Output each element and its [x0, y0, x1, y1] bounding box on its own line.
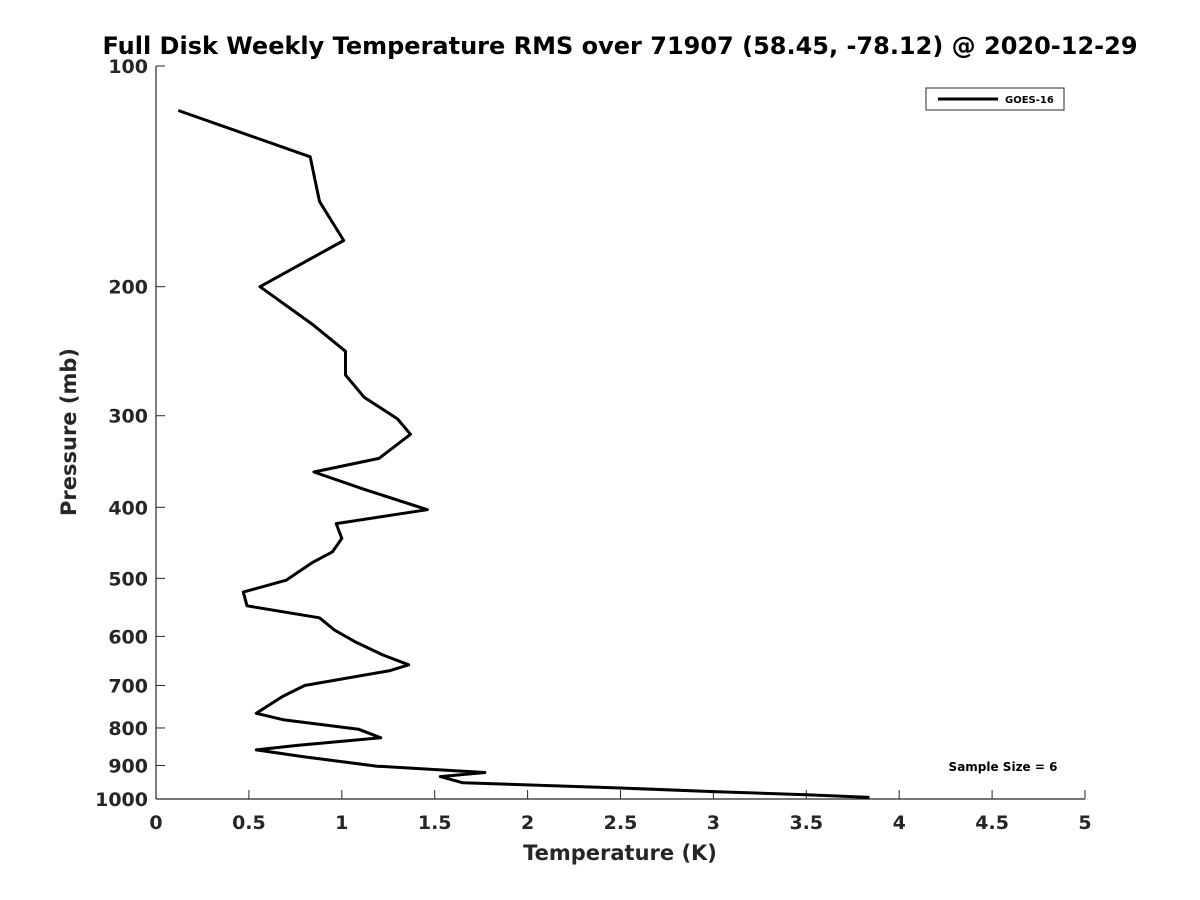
y-tick-label: 700	[108, 675, 148, 697]
sample-size-annotation: Sample Size = 6	[949, 760, 1058, 774]
series-layer	[177, 109, 870, 799]
x-axis-label: Temperature (K)	[523, 841, 717, 865]
x-tick-label: 3.5	[789, 812, 823, 834]
x-tick-label: 1.5	[418, 812, 452, 834]
x-tick-label: 0	[149, 812, 162, 834]
chart-title: Full Disk Weekly Temperature RMS over 71…	[102, 32, 1137, 60]
y-tick-label: 400	[108, 497, 148, 519]
series-line-goes-16	[177, 109, 870, 799]
legend-label-goes-16: GOES-16	[1005, 95, 1054, 106]
y-tick-label: 1000	[95, 789, 148, 811]
x-tick-label: 0.5	[232, 812, 266, 834]
y-tick-label: 100	[108, 56, 148, 78]
x-tick-label: 4	[893, 812, 906, 834]
y-tick-label: 600	[108, 626, 148, 648]
y-tick-label: 500	[108, 568, 148, 590]
y-tick-label: 900	[108, 755, 148, 777]
y-tick-label: 800	[108, 718, 148, 740]
axes: 0 0.5 1 1.5 2 2.5 3 3.5 4 4.5 5 100 200 300 400 500 600 7…	[95, 56, 1092, 834]
x-tick-label: 2	[521, 812, 534, 834]
x-tick-label: 5	[1078, 812, 1091, 834]
y-tick-label: 200	[108, 277, 148, 299]
y-tick-label: 300	[108, 406, 148, 428]
x-tick-label: 4.5	[975, 812, 1009, 834]
x-tick-label: 2.5	[604, 812, 638, 834]
x-tick-label: 1	[335, 812, 348, 834]
x-tick-label: 3	[707, 812, 720, 834]
y-axis-label: Pressure (mb)	[57, 348, 81, 516]
legend: GOES-16	[925, 87, 1065, 111]
